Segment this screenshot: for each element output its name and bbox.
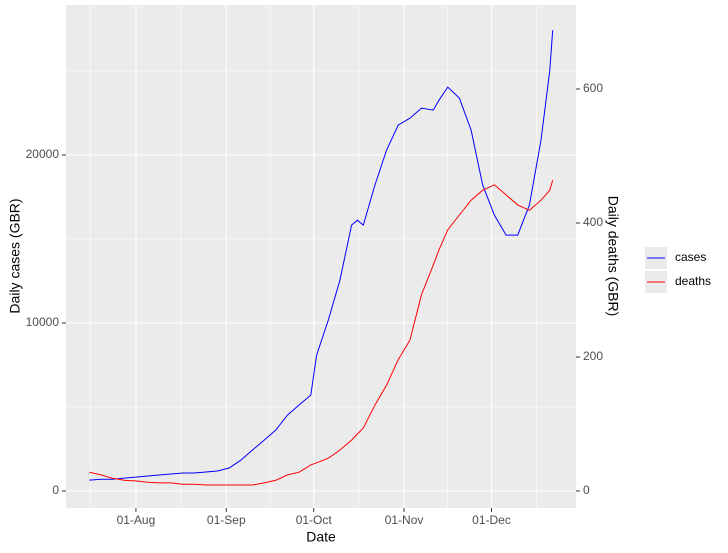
x-tick-label: 01-Dec [472, 513, 511, 527]
y-tick-label: 0 [52, 483, 59, 497]
legend-label: deaths [675, 274, 711, 288]
x-tick-label: 01-Sep [207, 513, 246, 527]
x-tick-label: 01-Oct [296, 513, 333, 527]
x-tick-label: 01-Aug [117, 513, 156, 527]
x-axis-title: Date [306, 529, 336, 545]
y2-tick-label: 600 [583, 81, 603, 95]
y-axis-title: Daily cases (GBR) [7, 198, 23, 313]
line-cases [89, 30, 554, 481]
y-tick-label: 20000 [26, 147, 60, 161]
y2-axis-title: Daily deaths (GBR) [605, 196, 621, 317]
x-tick-label: 01-Nov [385, 513, 424, 527]
y-tick-label: 10000 [26, 315, 60, 329]
y2-tick-label: 400 [583, 215, 603, 229]
panel [66, 5, 576, 508]
y2-tick-label: 0 [583, 483, 590, 497]
y2-tick-label: 200 [583, 349, 603, 363]
line-deaths [89, 179, 554, 486]
legend-label: cases [675, 250, 706, 264]
